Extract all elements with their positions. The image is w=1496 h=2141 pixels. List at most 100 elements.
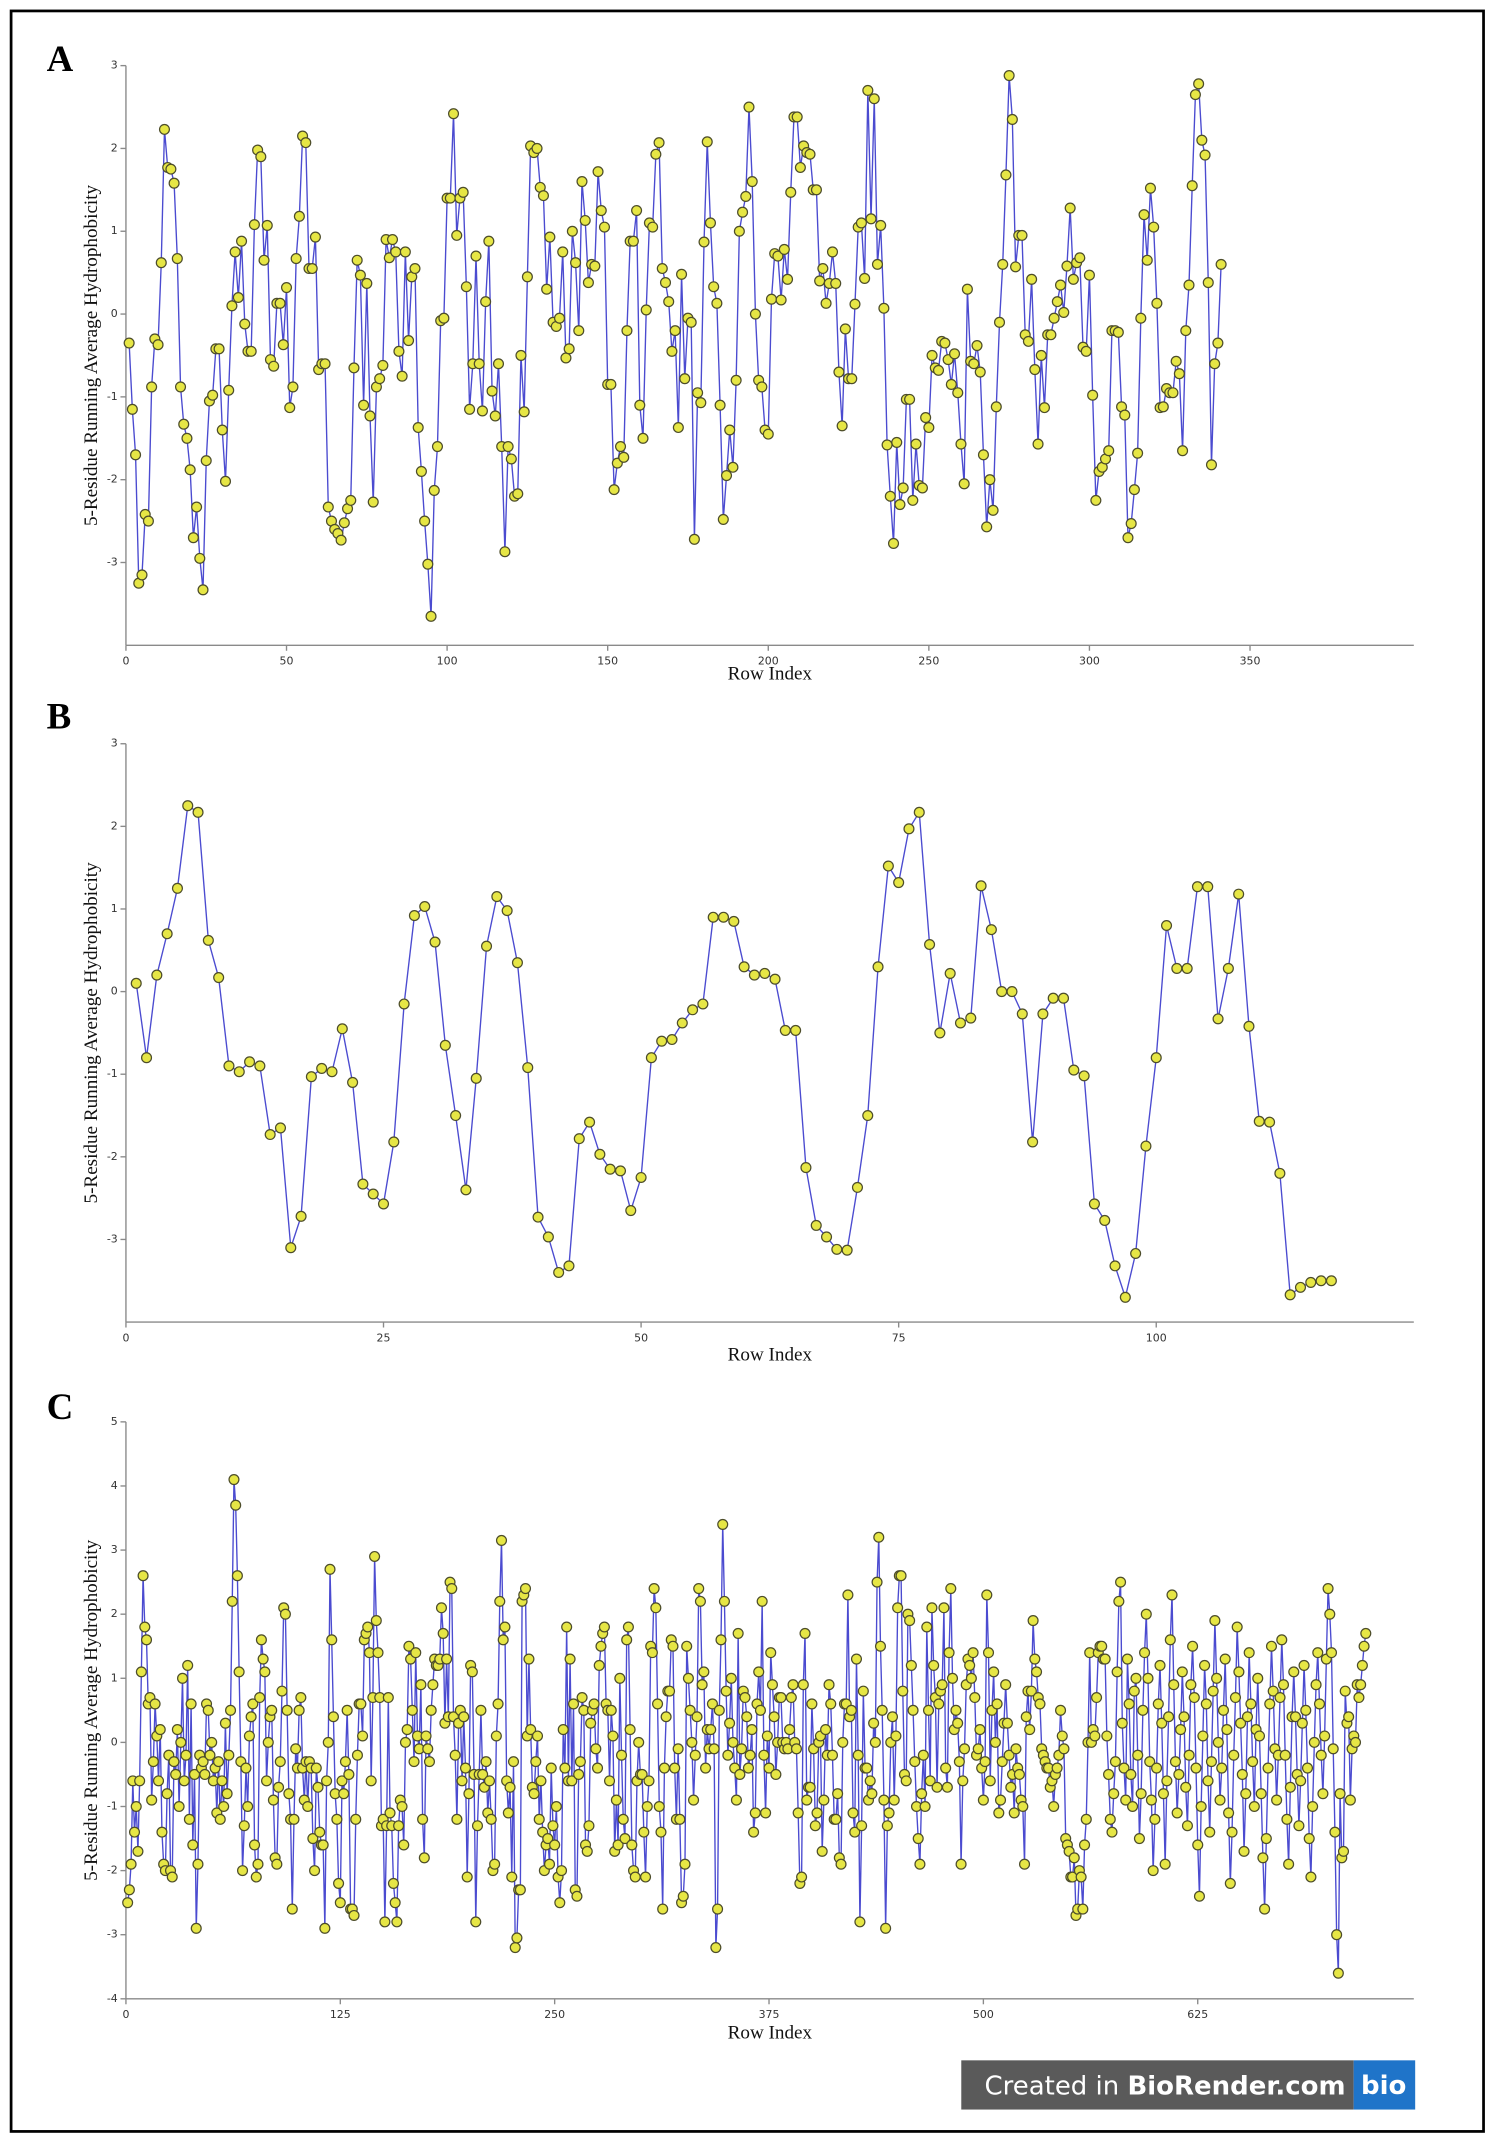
data-point bbox=[1156, 1717, 1168, 1729]
data-point bbox=[166, 1871, 178, 1883]
data-point bbox=[1163, 1711, 1175, 1723]
data-point bbox=[875, 219, 887, 231]
data-point bbox=[916, 1788, 928, 1800]
data-point bbox=[399, 246, 411, 258]
data-point bbox=[797, 1679, 809, 1691]
data-point bbox=[618, 451, 630, 463]
data-point bbox=[854, 1916, 866, 1928]
y-tick-label: 3 bbox=[111, 737, 118, 750]
data-point bbox=[1118, 1762, 1130, 1774]
data-point bbox=[223, 1060, 235, 1072]
data-point bbox=[522, 1062, 534, 1074]
data-point bbox=[192, 1858, 204, 1870]
data-point bbox=[692, 387, 704, 399]
data-point bbox=[679, 1858, 691, 1870]
data-point bbox=[182, 1659, 194, 1672]
data-point bbox=[852, 1749, 864, 1761]
data-point bbox=[1029, 364, 1041, 376]
data-point bbox=[185, 1698, 197, 1710]
data-point bbox=[1057, 992, 1070, 1004]
data-point bbox=[763, 1762, 775, 1774]
data-point bbox=[446, 1583, 458, 1595]
data-point bbox=[820, 297, 832, 309]
data-point bbox=[957, 1775, 969, 1787]
data-point bbox=[756, 381, 768, 393]
data-point bbox=[728, 915, 740, 927]
data-point bbox=[598, 1621, 610, 1633]
data-point bbox=[1171, 1807, 1183, 1819]
data-point bbox=[355, 1698, 367, 1710]
data-point bbox=[1196, 134, 1208, 146]
data-point bbox=[151, 969, 163, 981]
data-point bbox=[194, 552, 206, 564]
data-point bbox=[1235, 1717, 1247, 1729]
data-point bbox=[862, 1109, 874, 1122]
data-point bbox=[997, 258, 1009, 270]
data-point bbox=[1104, 1813, 1116, 1825]
data-point bbox=[300, 137, 312, 149]
data-point bbox=[1048, 312, 1060, 324]
data-point bbox=[655, 1826, 667, 1838]
data-point bbox=[1358, 1640, 1370, 1652]
data-point bbox=[993, 316, 1006, 328]
data-point bbox=[926, 1602, 938, 1614]
data-point bbox=[646, 1647, 658, 1659]
data-point bbox=[1360, 1627, 1372, 1639]
data-point bbox=[485, 1813, 497, 1825]
data-point bbox=[181, 432, 193, 444]
data-point bbox=[941, 1781, 953, 1793]
data-point bbox=[622, 1621, 634, 1633]
data-point bbox=[839, 323, 851, 335]
data-point bbox=[1103, 1768, 1115, 1780]
data-point bbox=[1020, 1711, 1032, 1723]
data-point bbox=[530, 1756, 542, 1768]
data-point bbox=[785, 186, 797, 198]
data-point bbox=[314, 1826, 326, 1838]
data-point bbox=[1003, 70, 1015, 82]
data-point bbox=[1181, 1820, 1193, 1832]
data-point bbox=[1148, 221, 1160, 233]
data-point bbox=[1157, 1788, 1169, 1800]
data-point bbox=[1175, 1724, 1187, 1736]
data-point bbox=[168, 177, 180, 189]
data-point bbox=[698, 236, 710, 248]
data-point bbox=[697, 998, 709, 1010]
x-tick-label: 125 bbox=[330, 2008, 351, 2021]
data-point bbox=[528, 1788, 540, 1800]
data-point bbox=[557, 246, 569, 258]
data-point bbox=[926, 349, 938, 362]
data-point bbox=[591, 1762, 604, 1774]
data-point bbox=[206, 1736, 218, 1748]
data-point bbox=[441, 1653, 453, 1665]
data-point bbox=[1173, 368, 1185, 380]
data-point bbox=[1038, 402, 1051, 414]
data-point bbox=[1031, 1666, 1043, 1678]
data-point bbox=[742, 1762, 754, 1774]
data-point bbox=[594, 1148, 606, 1160]
data-point bbox=[175, 1736, 187, 1748]
data-point bbox=[1205, 459, 1218, 471]
data-point bbox=[931, 1781, 943, 1793]
data-point bbox=[666, 345, 678, 357]
data-point bbox=[1319, 1730, 1331, 1742]
data-point bbox=[1068, 1852, 1080, 1864]
data-point bbox=[419, 900, 431, 913]
data-point bbox=[243, 1730, 255, 1742]
data-point bbox=[686, 1736, 698, 1748]
data-point bbox=[343, 1768, 355, 1780]
data-point bbox=[905, 1659, 917, 1672]
data-point bbox=[784, 1724, 796, 1736]
data-point bbox=[733, 225, 745, 237]
data-point bbox=[415, 465, 427, 477]
data-point bbox=[322, 501, 334, 513]
data-point bbox=[1293, 1820, 1305, 1832]
data-point bbox=[1024, 1724, 1036, 1736]
data-point bbox=[1108, 1788, 1120, 1800]
data-point bbox=[1236, 1768, 1248, 1780]
data-point bbox=[1209, 1615, 1221, 1627]
data-point bbox=[850, 1653, 863, 1665]
data-point bbox=[704, 217, 716, 229]
data-point bbox=[379, 1916, 391, 1928]
data-point bbox=[830, 277, 842, 289]
